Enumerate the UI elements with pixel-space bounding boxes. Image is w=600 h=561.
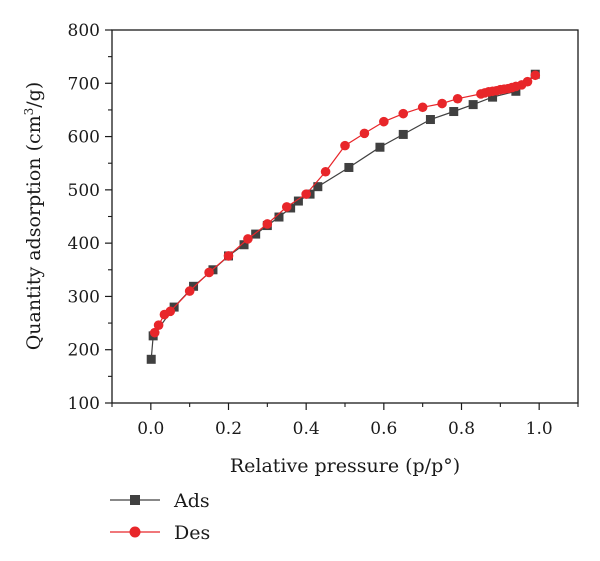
y-axis-title-tail: /g) <box>23 82 45 108</box>
y-tick-label: 300 <box>68 287 100 307</box>
data-point-des <box>159 309 170 320</box>
data-point-des <box>223 251 234 261</box>
data-point-ads <box>449 107 459 117</box>
data-point-ads <box>398 129 408 139</box>
y-tick-label: 700 <box>68 74 100 94</box>
data-point-des <box>204 267 214 278</box>
y-tick-label: 500 <box>68 181 100 201</box>
data-point-des <box>340 140 350 151</box>
y-tick-label: 200 <box>68 341 100 361</box>
series-layer <box>146 69 541 364</box>
data-point-ads <box>425 115 435 125</box>
series-des <box>149 70 541 338</box>
x-tick-label: 0.8 <box>448 419 475 439</box>
data-point-des <box>281 202 292 212</box>
data-point-des <box>398 108 409 119</box>
y-tick-label: 800 <box>68 21 100 41</box>
data-point-des <box>530 70 541 81</box>
legend-ads-marker <box>130 495 140 505</box>
data-point-des <box>301 189 311 199</box>
data-point-des <box>262 219 273 229</box>
y-tick-label: 100 <box>68 394 100 414</box>
x-tick-label: 0.4 <box>293 419 320 439</box>
data-point-ads <box>251 229 261 239</box>
y-axis-title-main: Quantity adsorption (cm <box>23 115 45 350</box>
data-point-des <box>476 89 486 99</box>
data-point-des <box>359 128 370 139</box>
data-point-ads <box>293 196 303 206</box>
legend-ads-label: Ads <box>173 490 210 512</box>
legend-des-marker <box>129 526 141 538</box>
data-point-des <box>184 286 195 296</box>
legend-entry-des: Des <box>110 522 210 544</box>
data-point-des <box>437 98 447 109</box>
data-point-des <box>320 166 331 177</box>
y-axis-title-superscript: 3 <box>22 108 36 116</box>
data-point-des <box>379 116 389 127</box>
series-line-ads <box>150 73 536 360</box>
data-point-ads <box>344 162 354 172</box>
y-tick-label: 600 <box>68 128 100 148</box>
x-axis-ticks: 0.0 0.2 0.4 0.6 0.8 1.0 <box>111 403 579 439</box>
data-point-ads <box>488 92 498 102</box>
x-axis-title: Relative pressure (p/p°) <box>230 455 460 477</box>
data-point-des <box>417 102 428 113</box>
data-point-des <box>153 320 164 331</box>
data-point-des <box>243 234 253 244</box>
y-axis-ticks: 100 200 300 400 500 600 700 800 <box>68 21 112 414</box>
legend-entry-ads: Ads <box>110 490 210 512</box>
y-axis-title: Quantity adsorption (cm3/g) <box>22 82 45 351</box>
x-tick-label: 0.6 <box>370 419 397 439</box>
data-point-ads <box>274 212 284 222</box>
y-tick-label: 400 <box>68 234 100 254</box>
data-point-ads <box>313 182 323 192</box>
data-point-ads <box>189 281 199 291</box>
legend-des-label: Des <box>174 522 210 544</box>
data-point-des <box>149 327 160 338</box>
data-point-ads <box>375 142 385 152</box>
x-tick-label: 1.0 <box>526 419 553 439</box>
data-point-ads <box>146 354 156 364</box>
x-tick-label: 0.0 <box>137 419 164 439</box>
x-tick-label: 0.2 <box>215 419 242 439</box>
data-point-ads <box>239 240 249 250</box>
series-line-des <box>154 74 536 333</box>
legend: Ads Des <box>110 490 210 544</box>
series-ads <box>146 69 540 364</box>
data-point-des <box>452 93 463 104</box>
data-point-ads <box>468 100 478 110</box>
